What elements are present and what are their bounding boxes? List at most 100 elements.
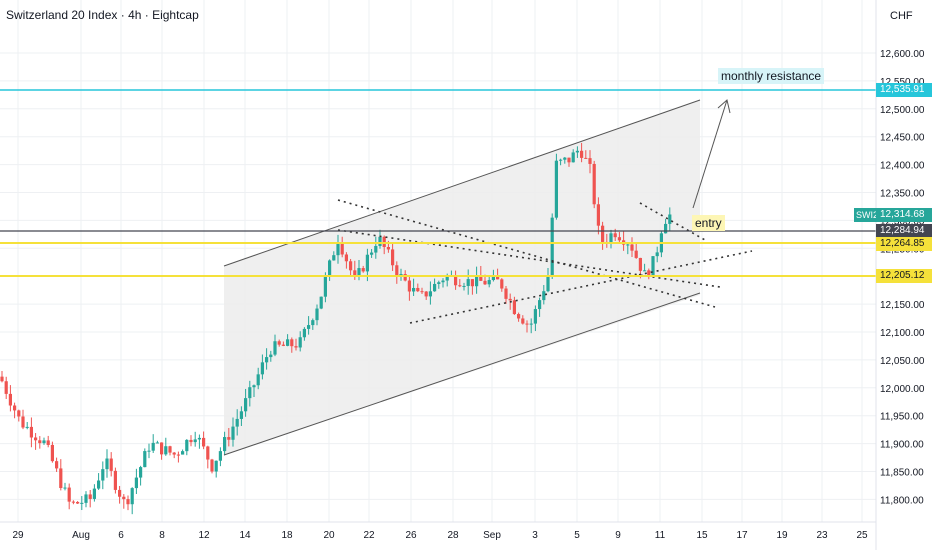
candle-body bbox=[336, 242, 340, 256]
candle-body bbox=[197, 437, 201, 440]
candle-body bbox=[50, 444, 54, 462]
candle-body bbox=[563, 157, 567, 160]
candle-body bbox=[25, 426, 29, 428]
time-tick-label: 20 bbox=[323, 530, 335, 541]
candle-body bbox=[668, 214, 672, 224]
price-tick-label: 12,000.00 bbox=[880, 384, 925, 395]
candle-body bbox=[113, 470, 117, 490]
candle-body bbox=[512, 300, 516, 315]
candle-body bbox=[386, 247, 390, 250]
time-tick-label: 19 bbox=[776, 530, 788, 541]
candle-body bbox=[143, 451, 147, 468]
candle-body bbox=[193, 439, 197, 443]
time-tick-label: 17 bbox=[736, 530, 748, 541]
candle-body bbox=[630, 244, 634, 251]
candle-body bbox=[584, 157, 588, 159]
price-tick-label: 12,150.00 bbox=[880, 300, 925, 311]
candle-body bbox=[126, 499, 130, 505]
candle-body bbox=[323, 276, 327, 297]
candle-body bbox=[458, 285, 462, 287]
candle-body bbox=[227, 437, 231, 440]
drawings bbox=[223, 99, 753, 456]
candle-body bbox=[462, 285, 466, 287]
time-tick-label: 6 bbox=[118, 530, 124, 541]
candle-body bbox=[349, 261, 353, 271]
candle-body bbox=[508, 298, 512, 301]
candle-body bbox=[647, 270, 651, 277]
candle-body bbox=[407, 280, 411, 292]
currency-label[interactable]: CHF bbox=[890, 10, 913, 22]
time-tick-label: 3 bbox=[532, 530, 538, 541]
candle-body bbox=[374, 245, 378, 253]
candle-body bbox=[487, 280, 491, 285]
candle-body bbox=[428, 291, 432, 297]
price-tick-label: 11,800.00 bbox=[880, 495, 924, 506]
candle-body bbox=[214, 460, 218, 472]
candle-body bbox=[176, 454, 180, 456]
time-tick-label: 15 bbox=[696, 530, 708, 541]
candle-body bbox=[554, 160, 558, 218]
candle-body bbox=[340, 242, 344, 255]
candle-body bbox=[361, 268, 365, 272]
candle-body bbox=[643, 270, 647, 272]
price-tick-label: 12,500.00 bbox=[880, 105, 925, 116]
candle-body bbox=[596, 204, 600, 226]
candle-body bbox=[664, 223, 668, 234]
time-tick-label: 23 bbox=[816, 530, 828, 541]
candle-body bbox=[168, 446, 172, 453]
time-tick-label: 28 bbox=[447, 530, 459, 541]
time-tick-label: 9 bbox=[615, 530, 621, 541]
candle-body bbox=[601, 225, 605, 242]
candle-body bbox=[445, 275, 449, 281]
gray-level-price-tag: 12,284.94 bbox=[876, 224, 932, 238]
price-tick-label: 11,950.00 bbox=[880, 412, 924, 423]
candle-body bbox=[130, 488, 134, 505]
candle-body bbox=[332, 255, 336, 261]
yellow-level-price-tag-1: 12,264.85 bbox=[876, 237, 932, 251]
candle-body bbox=[307, 325, 311, 329]
price-tick-label: 12,050.00 bbox=[880, 356, 925, 367]
candle-body bbox=[395, 265, 399, 276]
candle-body bbox=[235, 418, 239, 427]
dotted-trendline-3 bbox=[409, 250, 753, 324]
candle-body bbox=[277, 341, 281, 345]
candle-body bbox=[281, 344, 285, 346]
candle-body bbox=[378, 236, 382, 246]
price-tick-label: 12,550.00 bbox=[880, 77, 925, 88]
candle-body bbox=[286, 339, 290, 346]
price-tick-label: 12,350.00 bbox=[880, 189, 925, 200]
candle-body bbox=[185, 439, 189, 452]
time-tick-label: Aug bbox=[72, 530, 90, 541]
candle-body bbox=[105, 458, 109, 470]
candle-body bbox=[155, 442, 159, 444]
candle-body bbox=[244, 398, 248, 412]
candle-body bbox=[210, 459, 214, 472]
dotted-trendline-4 bbox=[639, 202, 706, 241]
entry-annotation: entry bbox=[692, 215, 725, 231]
candle-body bbox=[151, 442, 155, 451]
candle-body bbox=[613, 233, 617, 238]
candle-body bbox=[542, 291, 546, 301]
monthly-resistance-annotation: monthly resistance bbox=[718, 68, 825, 84]
time-tick-label: 26 bbox=[405, 530, 417, 541]
candle-body bbox=[189, 439, 193, 443]
price-tick-label: 11,900.00 bbox=[880, 440, 924, 451]
candle-body bbox=[638, 257, 642, 271]
time-axis[interactable]: 29 Aug 6 8 12 14 18 20 22 26 28 Sep 3 5 9 11 15 17 19 23 25 bbox=[12, 530, 868, 541]
candle-body bbox=[592, 163, 596, 205]
price-tick-label: 12,600.00 bbox=[880, 49, 925, 60]
candle-body bbox=[298, 337, 302, 348]
candle-body bbox=[609, 233, 613, 243]
candle-body bbox=[617, 237, 621, 241]
candle-body bbox=[101, 469, 105, 481]
candle-body bbox=[521, 318, 525, 324]
candle-body bbox=[164, 446, 168, 455]
price-tick-label: 12,400.00 bbox=[880, 161, 925, 172]
candle-body bbox=[575, 150, 579, 153]
candle-body bbox=[265, 357, 269, 363]
time-tick-label: 12 bbox=[198, 530, 210, 541]
candle-body bbox=[391, 249, 395, 266]
candle-body bbox=[319, 296, 323, 309]
candle-body bbox=[29, 426, 33, 438]
